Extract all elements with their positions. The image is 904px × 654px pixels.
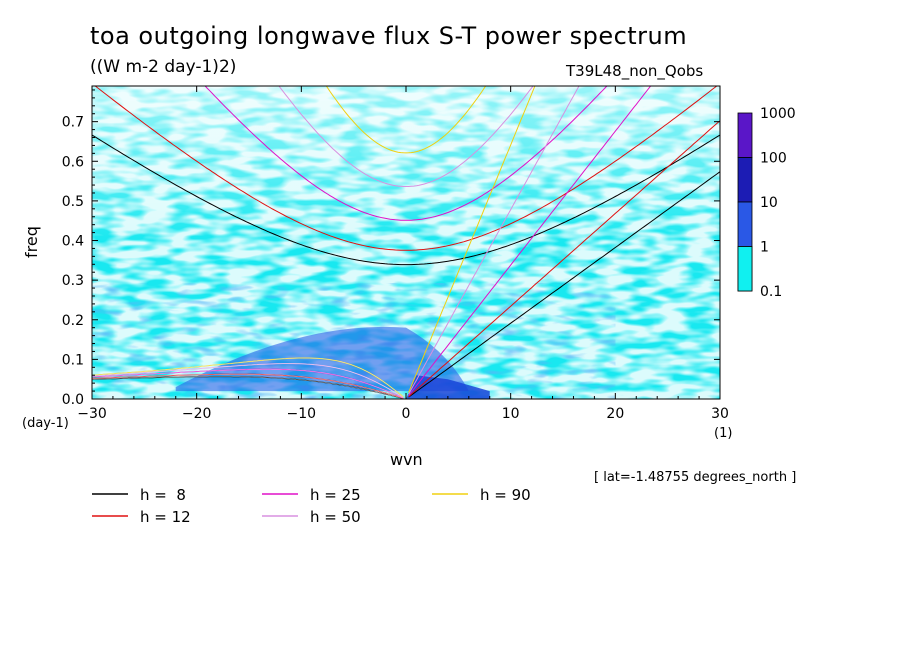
x-axis-label: wvn: [390, 450, 423, 469]
rossby-highlight-h90: [92, 357, 404, 398]
y-tick-label-2: 0.2: [62, 313, 84, 329]
ig-curve-h90: [325, 86, 487, 154]
curve-h50: [92, 86, 580, 398]
colorbar-label-0: 1000: [760, 106, 796, 122]
x-tick-label-6: 30: [711, 406, 729, 422]
x-tick-label-4: 10: [502, 406, 520, 422]
y-tick-label-7: 0.7: [62, 115, 84, 131]
kelvin-curve-h12: [408, 120, 720, 398]
axes: −30 −20 −10 0 10 20 30 0.0 0.1 0.2 0.3 0.4 0.5 0.6 0.7: [62, 86, 729, 422]
kelvin-curve-h50: [408, 86, 580, 395]
run-name: T39L48_non_Qobs: [566, 62, 704, 80]
x-unit-label-2: (1): [714, 426, 733, 441]
x-tick-label-5: 20: [606, 406, 624, 422]
x-unit-label: (day-1): [22, 416, 69, 431]
kelvin-curve-h90: [408, 86, 536, 393]
y-tick-label-6: 0.6: [62, 154, 84, 170]
rossby-highlight-h25: [92, 368, 404, 399]
legend-label-2: h = 25: [310, 486, 361, 504]
colorbar-swatch-0: [737, 112, 753, 158]
spectrum-field: [92, 86, 720, 399]
x-tick-label-3: 0: [402, 406, 411, 422]
chart-title: toa outgoing longwave flux S-T power spe…: [90, 22, 688, 50]
ig-curve-h8: [92, 134, 720, 266]
rossby-highlight-h8: [92, 376, 404, 399]
rossby-highlight-h12: [92, 373, 404, 399]
kelvin-curve-h8: [408, 171, 720, 398]
rossby-highlight-h50: [92, 363, 404, 398]
curve-h8: [92, 134, 720, 399]
colorbar-swatch-2: [737, 201, 753, 247]
colorbar-label-2: 10: [760, 195, 778, 211]
x-tick-label-0: −30: [77, 406, 107, 422]
y-tick-label-3: 0.3: [62, 273, 84, 289]
ig-curve-h50: [278, 86, 534, 187]
curve-h12: [92, 86, 720, 399]
legend-label-0: h = 8: [140, 486, 186, 504]
dispersion-curves: [92, 86, 720, 399]
colorbar-label-3: 1: [760, 240, 769, 256]
x-tick-label-2: −10: [287, 406, 317, 422]
legend-label-3: h = 50: [310, 508, 361, 526]
legend-label-1: h = 12: [140, 508, 191, 526]
y-tick-label-4: 0.4: [62, 234, 84, 250]
y-tick-label-5: 0.5: [62, 194, 84, 210]
ig-curve-h25: [204, 86, 608, 221]
colorbar: 1000 100 10 1 0.1: [737, 106, 796, 300]
y-tick-label-0: 0.0: [62, 392, 84, 408]
colorbar-swatch-1: [737, 157, 753, 203]
ig-curve-h12: [94, 86, 718, 251]
legend: h = 8 h = 12 h = 25 h = 50 h = 90: [92, 486, 531, 526]
field-level-high: [406, 375, 490, 399]
curve-h25: [92, 86, 652, 399]
x-tick-label-1: −20: [182, 406, 212, 422]
colorbar-swatch-lowest: [737, 246, 753, 292]
colorbar-label-4: 0.1: [760, 284, 782, 300]
curve-h90: [92, 86, 536, 398]
chart-units: ((W m-2 day-1)2): [90, 57, 237, 77]
legend-label-4: h = 90: [480, 486, 531, 504]
y-tick-label-1: 0.1: [62, 352, 84, 368]
kelvin-curve-h25: [408, 86, 652, 397]
colorbar-label-1: 100: [760, 151, 787, 167]
latitude-note: [ lat=-1.48755 degrees_north ]: [594, 470, 797, 485]
